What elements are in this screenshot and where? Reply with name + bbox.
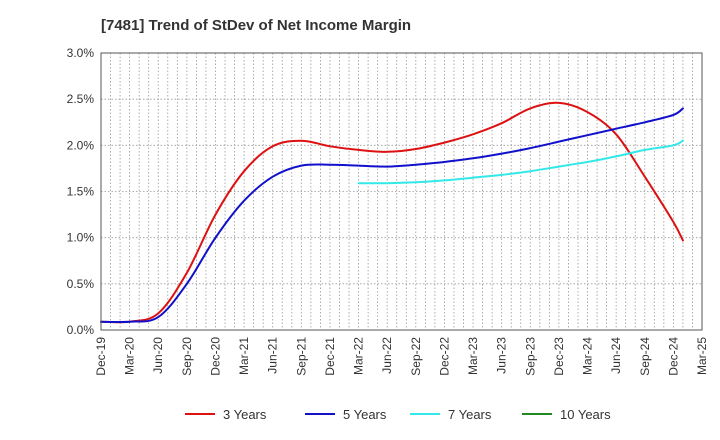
- x-tick-label: Jun-21: [266, 337, 280, 374]
- x-tick-label: Dec-19: [94, 337, 108, 376]
- legend-label: 7 Years: [448, 407, 492, 422]
- x-axis-ticks: Dec-19 Mar-20 Jun-20 Sep-20 Dec-20 Mar-21 Jun-…: [94, 337, 709, 376]
- x-tick-label: Mar-21: [237, 337, 251, 375]
- x-tick-label: Sep-20: [180, 337, 194, 376]
- y-tick-label: 0.0%: [67, 323, 95, 337]
- y-tick-label: 3.0%: [67, 46, 95, 60]
- series-lines: [100, 101, 684, 324]
- x-tick-label: Jun-20: [151, 337, 165, 374]
- x-tick-label: Sep-21: [294, 337, 308, 376]
- x-tick-label: Dec-20: [208, 337, 222, 376]
- y-tick-label: 0.5%: [67, 277, 95, 291]
- chart-title: [7481] Trend of StDev of Net Income Marg…: [101, 17, 411, 34]
- legend-label: 3 Years: [223, 407, 267, 422]
- grid: [101, 53, 702, 330]
- x-tick-label: Mar-20: [123, 337, 137, 375]
- legend-label: 10 Years: [560, 407, 611, 422]
- x-tick-label: Jun-22: [380, 337, 394, 374]
- x-tick-label: Mar-22: [352, 337, 366, 375]
- x-tick-label: Mar-23: [466, 337, 480, 375]
- x-tick-label: Mar-25: [695, 337, 709, 375]
- x-tick-label: Sep-22: [409, 337, 423, 376]
- x-tick-label: Dec-22: [437, 337, 451, 376]
- y-tick-label: 1.0%: [67, 231, 95, 245]
- x-tick-label: Mar-24: [581, 337, 595, 375]
- x-tick-label: Jun-23: [495, 337, 509, 374]
- series-line-3-years: [100, 101, 684, 324]
- x-tick-label: Dec-23: [552, 337, 566, 376]
- series-line-5-years: [100, 107, 684, 324]
- y-tick-label: 2.5%: [67, 92, 95, 106]
- y-tick-label: 1.5%: [67, 185, 95, 199]
- y-tick-label: 2.0%: [67, 138, 95, 152]
- x-tick-label: Dec-24: [666, 337, 680, 376]
- x-tick-label: Sep-23: [523, 337, 537, 376]
- plot-frame: [100, 52, 703, 331]
- y-axis-ticks: 0.0% 0.5% 1.0% 1.5% 2.0% 2.5% 3.0%: [67, 46, 95, 337]
- legend-label: 5 Years: [343, 407, 387, 422]
- x-tick-label: Jun-24: [609, 337, 623, 374]
- legend: 3 Years 5 Years 7 Years 10 Years: [185, 407, 611, 422]
- x-tick-label: Sep-24: [638, 337, 652, 376]
- x-tick-label: Dec-21: [323, 337, 337, 376]
- series-line-7-years: [357, 139, 684, 185]
